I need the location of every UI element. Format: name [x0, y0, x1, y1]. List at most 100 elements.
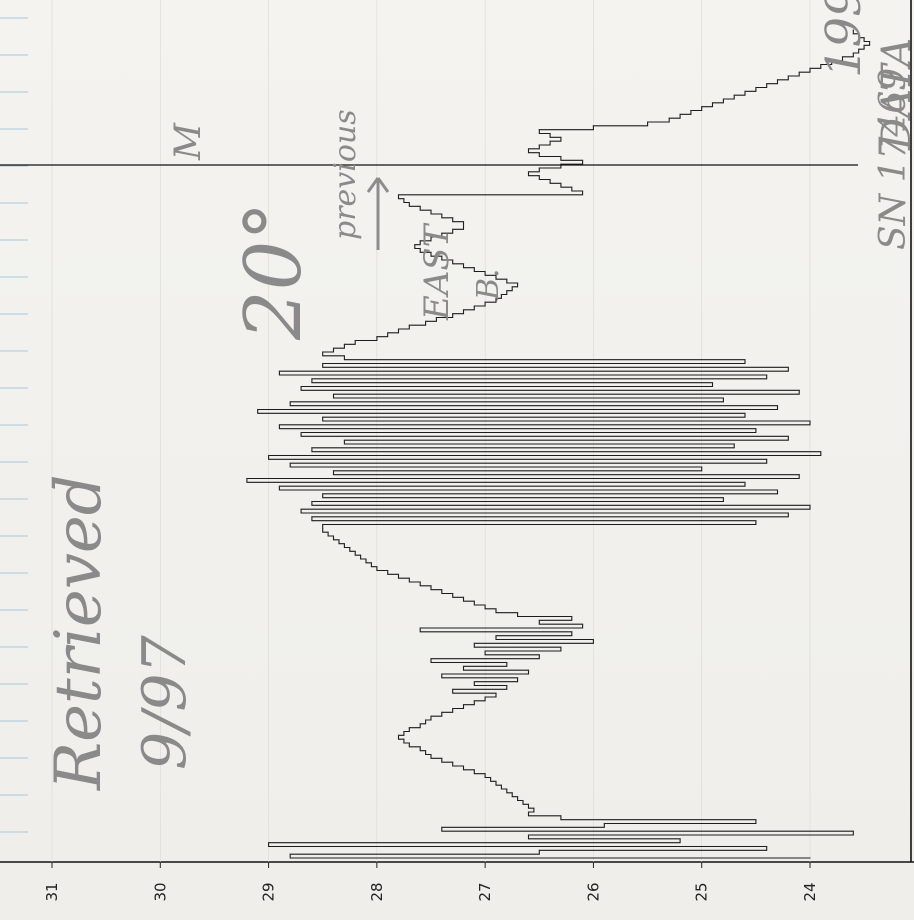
data-point — [425, 320, 427, 322]
data-point — [549, 178, 551, 181]
data-point — [527, 803, 530, 805]
data-point — [484, 301, 486, 303]
data-point — [430, 251, 432, 253]
data-point — [755, 428, 757, 430]
data-point — [798, 474, 800, 476]
data-point — [332, 470, 335, 472]
data-point — [495, 780, 497, 782]
data-point — [452, 707, 454, 710]
note-1996: 1996 — [816, 0, 872, 78]
data-point — [527, 811, 530, 813]
data-point — [711, 382, 714, 384]
data-point — [484, 270, 486, 273]
x-tick-label: 30 — [151, 882, 169, 901]
data-point — [679, 113, 681, 115]
x-tick-label: 31 — [43, 882, 61, 901]
data-point — [430, 209, 432, 211]
data-point — [809, 857, 811, 859]
data-point — [397, 734, 400, 736]
data-point — [517, 282, 519, 284]
data-point — [452, 259, 454, 261]
data-point — [473, 700, 475, 702]
data-point — [332, 535, 335, 537]
data-point — [647, 121, 649, 123]
handwritten-notes: 1996 DATA EAST B. 20° M previous SN 1746… — [42, 0, 914, 791]
data-point — [668, 117, 670, 119]
data-point — [776, 489, 779, 491]
data-point — [430, 715, 432, 717]
data-point — [462, 309, 465, 311]
data-point — [711, 102, 714, 104]
note-east: EAST — [417, 222, 457, 321]
data-point — [343, 343, 345, 345]
data-point — [863, 37, 865, 39]
data-point — [462, 263, 465, 265]
data-point — [311, 500, 313, 503]
data-point — [311, 516, 313, 518]
data-point — [538, 129, 540, 131]
data-point — [511, 792, 513, 794]
data-point — [549, 140, 551, 142]
data-point — [397, 194, 400, 196]
note-m: M — [168, 122, 209, 161]
data-point — [387, 332, 389, 334]
data-point — [484, 604, 486, 606]
data-point — [538, 167, 540, 169]
data-point — [322, 527, 324, 529]
data-point — [560, 815, 562, 817]
data-point — [744, 90, 746, 92]
data-point — [495, 692, 497, 694]
data-point — [571, 631, 573, 633]
data-point — [419, 205, 421, 207]
note-b: B. — [471, 268, 506, 301]
data-point — [441, 232, 443, 234]
data-point — [452, 217, 454, 219]
data-point — [560, 155, 562, 158]
data-point — [376, 566, 378, 568]
data-point — [430, 236, 432, 238]
data-point — [787, 366, 789, 368]
data-point — [809, 420, 811, 422]
data-point — [506, 661, 508, 664]
data-point — [441, 589, 443, 591]
data-point — [787, 512, 789, 514]
data-point — [858, 48, 860, 50]
data-point — [473, 681, 475, 683]
data-point — [311, 447, 313, 449]
data-point — [268, 842, 270, 844]
data-point — [733, 94, 735, 96]
data-point — [744, 481, 746, 483]
data-point — [852, 52, 854, 54]
data-point — [414, 244, 416, 246]
data-point — [408, 727, 410, 729]
data-point — [517, 612, 519, 614]
data-point — [766, 83, 768, 85]
data-point — [744, 412, 746, 414]
data-point — [278, 424, 280, 426]
data-point — [370, 562, 372, 564]
data-point — [462, 224, 465, 227]
data-point — [517, 796, 519, 798]
data-point — [408, 577, 410, 579]
data-point — [755, 819, 757, 821]
data-point — [257, 408, 259, 411]
data-point — [387, 569, 389, 572]
note-arrow — [366, 177, 390, 250]
data-point — [452, 313, 454, 315]
data-point — [343, 355, 345, 357]
data-point — [787, 75, 789, 77]
data-point — [495, 297, 497, 299]
data-point — [300, 431, 302, 434]
data-point — [430, 753, 432, 756]
data-point — [332, 347, 335, 349]
series-1 — [0, 29, 871, 859]
data-point — [603, 822, 605, 825]
data-point — [452, 592, 454, 595]
data-point — [495, 635, 497, 637]
data-point — [430, 585, 432, 587]
data-point — [473, 305, 475, 307]
data-point — [549, 132, 551, 135]
data-point — [798, 389, 800, 391]
data-point — [733, 443, 735, 445]
data-point — [322, 416, 324, 418]
